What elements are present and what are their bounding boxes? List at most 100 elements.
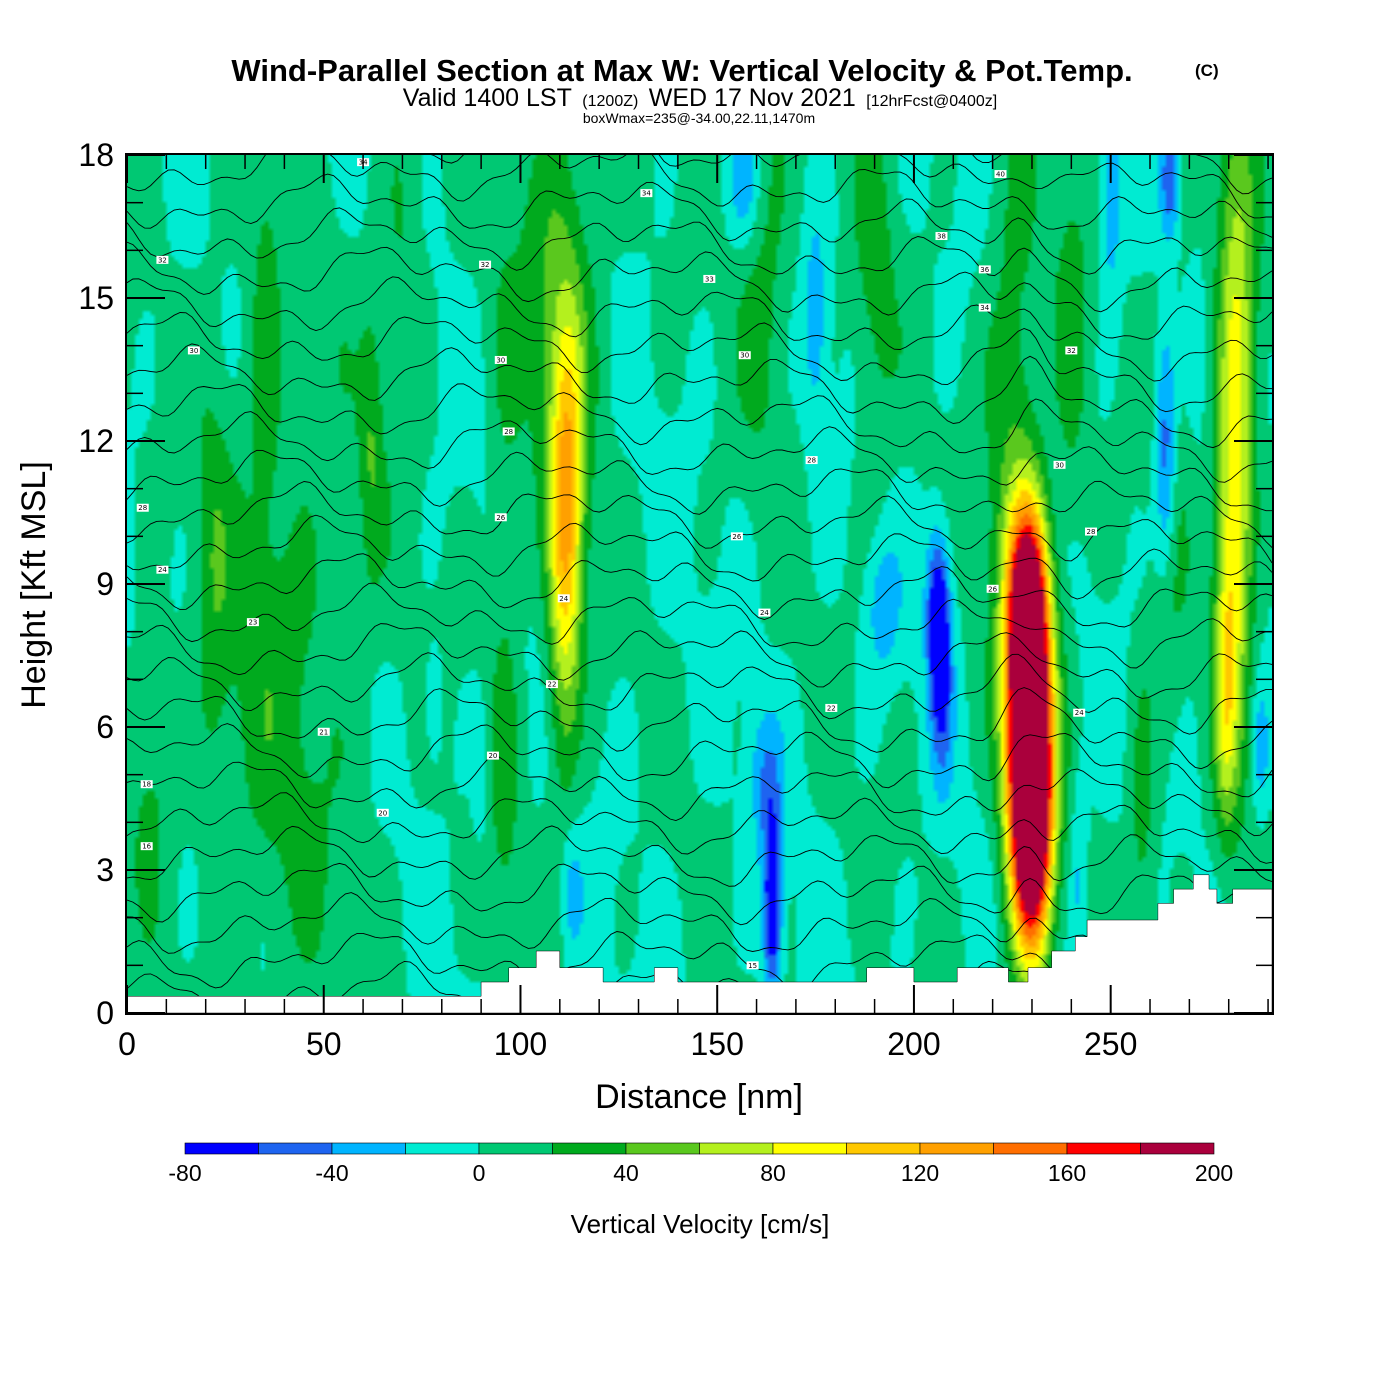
theta-label-bg — [730, 532, 743, 541]
theta-contours — [127, 155, 1272, 1013]
theta-contour-line — [127, 411, 1272, 512]
y-tick-label: 0 — [96, 995, 114, 1031]
theta-label: 20 — [488, 752, 497, 760]
theta-label-bg — [640, 189, 653, 198]
theta-label: 32 — [1067, 347, 1076, 355]
theta-label-bg — [1065, 346, 1078, 355]
theta-label-bg — [1085, 527, 1098, 536]
x-tick-label: 250 — [1084, 1026, 1137, 1062]
theta-label-bg — [978, 265, 991, 274]
theta-label: 24 — [559, 595, 568, 603]
theta-label-bg — [1053, 460, 1066, 469]
theta-contour-line — [127, 207, 1272, 313]
theta-label-bg — [140, 842, 153, 851]
theta-contour-line — [127, 383, 1272, 483]
theta-contour-line — [430, 155, 1272, 219]
theta-label-bg — [994, 170, 1007, 179]
theta-contour-line — [127, 312, 1272, 413]
chart-subtitle: Valid 1400 LST (1200Z) WED 17 Nov 2021 [… — [403, 84, 998, 112]
subtitle-valid: Valid 1400 LST — [403, 84, 572, 112]
colorbar-swatch — [258, 1142, 333, 1155]
theta-contour-line — [127, 514, 1272, 600]
theta-label: 24 — [158, 566, 167, 574]
y-tick-label: 15 — [78, 280, 114, 316]
y-axis-label: Height [Kft MSL] — [15, 461, 53, 709]
colorbar-swatch — [846, 1142, 921, 1155]
title-copyright-tag: (C) — [1195, 61, 1219, 80]
theta-label: 28 — [807, 457, 816, 465]
x-tick-label: 0 — [118, 1026, 136, 1062]
theta-label: 26 — [732, 533, 741, 541]
theta-label: 24 — [1075, 709, 1084, 717]
colorbar-tick-label: 40 — [613, 1160, 639, 1186]
subtitle-forecast: [12hrFcst@0400z] — [866, 93, 997, 110]
theta-label-bg — [479, 260, 492, 269]
theta-label-bg — [738, 351, 751, 360]
colorbar-tick-label: -80 — [168, 1160, 201, 1186]
plot-area: 3432302824232118162032302826242220343330… — [78, 137, 1274, 1062]
theta-contour-line — [127, 755, 1272, 837]
theta-label-bg — [187, 346, 200, 355]
theta-label-bg — [502, 427, 515, 436]
theta-label-bg — [494, 513, 507, 522]
theta-label: 33 — [705, 275, 714, 283]
theta-label: 24 — [760, 609, 769, 617]
theta-contour-line — [127, 276, 1272, 382]
theta-label-bg — [136, 503, 149, 512]
vertical-velocity-heatmap — [127, 155, 1272, 1013]
x-tick-label: 100 — [494, 1026, 547, 1062]
theta-label-bg — [978, 303, 991, 312]
subtitle-date: WED 17 Nov 2021 — [649, 84, 856, 112]
theta-contour-line — [127, 792, 1272, 864]
theta-label-bg — [1073, 708, 1086, 717]
theta-label-bg — [935, 232, 948, 241]
colorbar-swatch — [184, 1142, 259, 1155]
colorbar-swatch — [1066, 1142, 1141, 1155]
theta-contour-line — [127, 241, 1272, 340]
colorbar-swatch — [552, 1142, 627, 1155]
theta-label: 30 — [189, 347, 198, 355]
theta-contour-line — [127, 553, 1272, 628]
colorbar-swatch — [331, 1142, 406, 1155]
theta-contour-line — [127, 481, 1272, 564]
x-tick-label: 200 — [887, 1026, 940, 1062]
theta-label: 18 — [142, 781, 151, 789]
colorbar-tick-label: 80 — [760, 1160, 786, 1186]
chart-title: Wind-Parallel Section at Max W: Vertical… — [231, 53, 1132, 88]
theta-contour-line — [127, 173, 1272, 275]
theta-label: 30 — [496, 356, 505, 364]
theta-label: 32 — [481, 261, 490, 269]
x-axis-label: Distance [nm] — [595, 1078, 803, 1116]
theta-label: 32 — [158, 256, 167, 264]
y-tick-label: 12 — [78, 423, 114, 459]
theta-label-bg — [805, 456, 818, 465]
theta-contour-line — [127, 343, 1272, 449]
y-tick-label: 6 — [96, 709, 114, 745]
theta-contour-line — [127, 892, 1272, 955]
colorbar-swatch — [478, 1142, 553, 1155]
theta-label-bg — [486, 751, 499, 760]
x-tick-label: 50 — [306, 1026, 342, 1062]
theta-label: 15 — [748, 962, 757, 970]
theta-label-bg — [746, 961, 759, 970]
theta-label-bg — [376, 808, 389, 817]
theta-label-bg — [317, 727, 330, 736]
colorbar-swatch — [699, 1142, 774, 1155]
theta-label: 26 — [496, 514, 505, 522]
axis-ticks — [126, 154, 1272, 1014]
theta-label: 21 — [319, 728, 328, 736]
colorbar-title: Vertical Velocity [cm/s] — [571, 1209, 830, 1239]
theta-label-bg — [825, 703, 838, 712]
colorbar-tick-label: 160 — [1048, 1160, 1086, 1186]
theta-contour-line — [127, 623, 1272, 699]
theta-label: 26 — [988, 585, 997, 593]
colorbar-swatch — [919, 1142, 994, 1155]
theta-label: 28 — [138, 504, 147, 512]
colorbar-tick-label: 120 — [901, 1160, 939, 1186]
theta-label-bg — [156, 255, 169, 264]
colorbar-tick-label: -40 — [315, 1160, 348, 1186]
theta-label: 34 — [642, 190, 651, 198]
colorbar-swatch — [993, 1142, 1068, 1155]
colorbar-swatch — [405, 1142, 480, 1155]
theta-label-bg — [494, 355, 507, 364]
